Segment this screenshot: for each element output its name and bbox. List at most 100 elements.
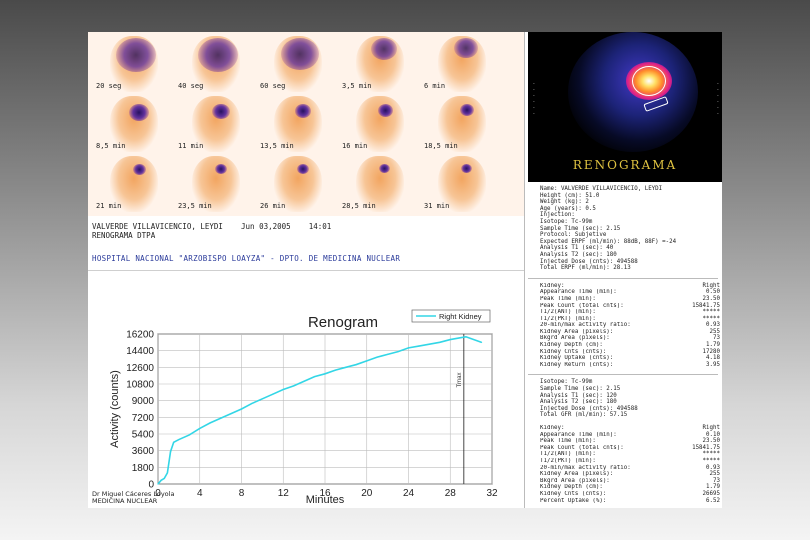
data-point bbox=[460, 337, 462, 339]
kidney-activity-spot bbox=[212, 104, 231, 120]
data-point bbox=[418, 345, 420, 347]
param-value: 0.93 bbox=[706, 464, 720, 471]
table-header: Kidney: Right bbox=[540, 283, 720, 290]
frame-time-label: 8,5 min bbox=[96, 142, 126, 150]
x-tick-label: 32 bbox=[486, 488, 498, 499]
info-line: Analysis T1 (sec): 120 bbox=[540, 392, 617, 399]
data-point bbox=[407, 347, 410, 349]
data-point bbox=[345, 366, 347, 368]
table-row: T1/2(PKT) (min): ***** bbox=[540, 458, 720, 465]
table-row: T1/2(PKT) (min): ***** bbox=[540, 316, 720, 323]
data-point bbox=[366, 360, 368, 362]
table-row: 20-min/max activity ratio: 0.93 bbox=[540, 322, 720, 329]
scan-frame: 60 seg bbox=[258, 34, 338, 92]
y-tick-label: 9000 bbox=[132, 396, 155, 407]
scan-frame: 31 min bbox=[422, 154, 502, 212]
x-tick-label: 28 bbox=[445, 488, 457, 499]
renal-pet-image: · · · · · · · · · · · · RENOGRAMA bbox=[528, 32, 722, 182]
kidney-activity-spot bbox=[297, 164, 309, 175]
kidney-activity-spot bbox=[295, 104, 312, 118]
param-name: Kidney: bbox=[540, 282, 565, 289]
frame-time-label: 6 min bbox=[424, 82, 446, 90]
info-line: Name: VALVERDE VILLAVICENCIO, LEYDI bbox=[540, 186, 663, 192]
right-edge-marks: · · · · · · bbox=[714, 82, 720, 116]
table-row: Kidney Depth (cm): 1.79 bbox=[540, 484, 720, 491]
patient-name: VALVERDE VILLAVICENCIO, LEYDI bbox=[92, 222, 223, 231]
legend-label: Right Kidney bbox=[439, 312, 482, 321]
table-row: 20-min/max activity ratio: 0.93 bbox=[540, 465, 720, 472]
x-tick-label: 16 bbox=[319, 488, 331, 499]
param-name: Appearance Time (min): bbox=[540, 431, 617, 438]
param-name: Peak Time (min): bbox=[540, 295, 596, 302]
y-tick-label: 12600 bbox=[126, 363, 154, 374]
param-value: ***** bbox=[702, 451, 720, 458]
y-tick-label: 1800 bbox=[132, 463, 155, 474]
frame-time-label: 23,5 min bbox=[178, 202, 212, 210]
frame-time-label: 16 min bbox=[342, 142, 368, 150]
scan-frame: 20 seg bbox=[94, 34, 174, 92]
data-point bbox=[188, 434, 190, 436]
y-tick-label: 0 bbox=[148, 480, 154, 491]
data-point bbox=[428, 343, 430, 345]
data-point bbox=[282, 388, 284, 391]
data-point bbox=[209, 422, 211, 424]
info-line: Analysis T1 (sec): 40 bbox=[540, 245, 614, 252]
data-point bbox=[334, 369, 337, 371]
frame-time-label: 20 seg bbox=[96, 82, 122, 90]
data-point bbox=[303, 380, 305, 382]
y-tick-label: 10800 bbox=[126, 380, 154, 391]
table-row: Appearance Time (min): 0.50 bbox=[540, 289, 720, 296]
frame-time-label: 31 min bbox=[424, 202, 450, 210]
param-value: 73 bbox=[713, 335, 720, 342]
y-tick-label: 16200 bbox=[126, 330, 154, 341]
x-tick-label: 20 bbox=[361, 488, 373, 499]
scan-frame: 13,5 min bbox=[258, 94, 338, 152]
param-name: Kidney Cnts (cnts): bbox=[540, 348, 607, 355]
info-line: Expected ERPF (ml/min): 88dB, 88F) =-24 bbox=[540, 238, 677, 245]
data-point bbox=[313, 375, 316, 378]
param-value: 0.93 bbox=[706, 322, 720, 329]
table-row: Kidney Area (pixels): 255 bbox=[540, 329, 720, 336]
frame-time-label: 11 min bbox=[178, 142, 204, 150]
info-line: Protocol: Subjetive bbox=[540, 232, 607, 239]
renogram-svg: 0 4 8 12 16 20 24 28 32 0 1800 3600 5400 7200 9000 1080… bbox=[109, 309, 498, 506]
scan-frame: 18,5 min bbox=[422, 94, 502, 152]
data-point bbox=[397, 350, 399, 353]
param-name: Kidney Area (pixels): bbox=[540, 471, 614, 478]
kidney-activity-spot bbox=[454, 38, 479, 59]
param-value: 15841.75 bbox=[692, 302, 720, 309]
param-name: Peak Time (min): bbox=[540, 438, 596, 445]
param-value: ***** bbox=[702, 315, 720, 322]
info-line: Injection: bbox=[540, 212, 575, 219]
y-tick-label: 5400 bbox=[132, 430, 155, 441]
scan-frame: 26 min bbox=[258, 154, 338, 212]
frame-time-label: 18,5 min bbox=[424, 142, 458, 150]
param-name: Appearance Time (min): bbox=[540, 289, 617, 296]
frame-time-label: 60 seg bbox=[260, 82, 286, 90]
vertical-divider bbox=[524, 32, 525, 508]
scan-frame: 6 min bbox=[422, 34, 502, 92]
param-value: 73 bbox=[713, 477, 720, 484]
scan-frame: 11 min bbox=[176, 94, 256, 152]
table-row: Peak Time (min): 23.50 bbox=[540, 438, 720, 445]
kidney-activity-spot bbox=[215, 164, 227, 175]
chart-title: Renogram bbox=[308, 314, 378, 331]
data-point bbox=[261, 398, 263, 400]
data-point bbox=[166, 472, 168, 474]
table-row: Percent Uptake (%): 6.52 bbox=[540, 498, 720, 505]
study-name: RENOGRAMA DTPA bbox=[92, 231, 156, 240]
frame-time-label: 13,5 min bbox=[260, 142, 294, 150]
kidney-activity-spot bbox=[461, 164, 473, 174]
scan-frame: 21 min bbox=[94, 154, 174, 212]
data-point bbox=[439, 341, 441, 343]
table-row: Kidney Cnts (cnts): 26695 bbox=[540, 491, 720, 498]
data-point bbox=[240, 408, 243, 410]
data-point bbox=[324, 373, 326, 375]
param-value: 255 bbox=[709, 471, 720, 478]
frame-time-label: 3,5 min bbox=[342, 82, 372, 90]
info-line: Total ERPF (ml/min): 28.13 bbox=[540, 265, 631, 272]
data-point bbox=[251, 402, 253, 405]
info-line: Injected Dose (cnts): 494588 bbox=[540, 258, 638, 265]
pet-title: RENOGRAMA bbox=[572, 158, 678, 172]
scan-frame: 16 min bbox=[340, 94, 420, 152]
